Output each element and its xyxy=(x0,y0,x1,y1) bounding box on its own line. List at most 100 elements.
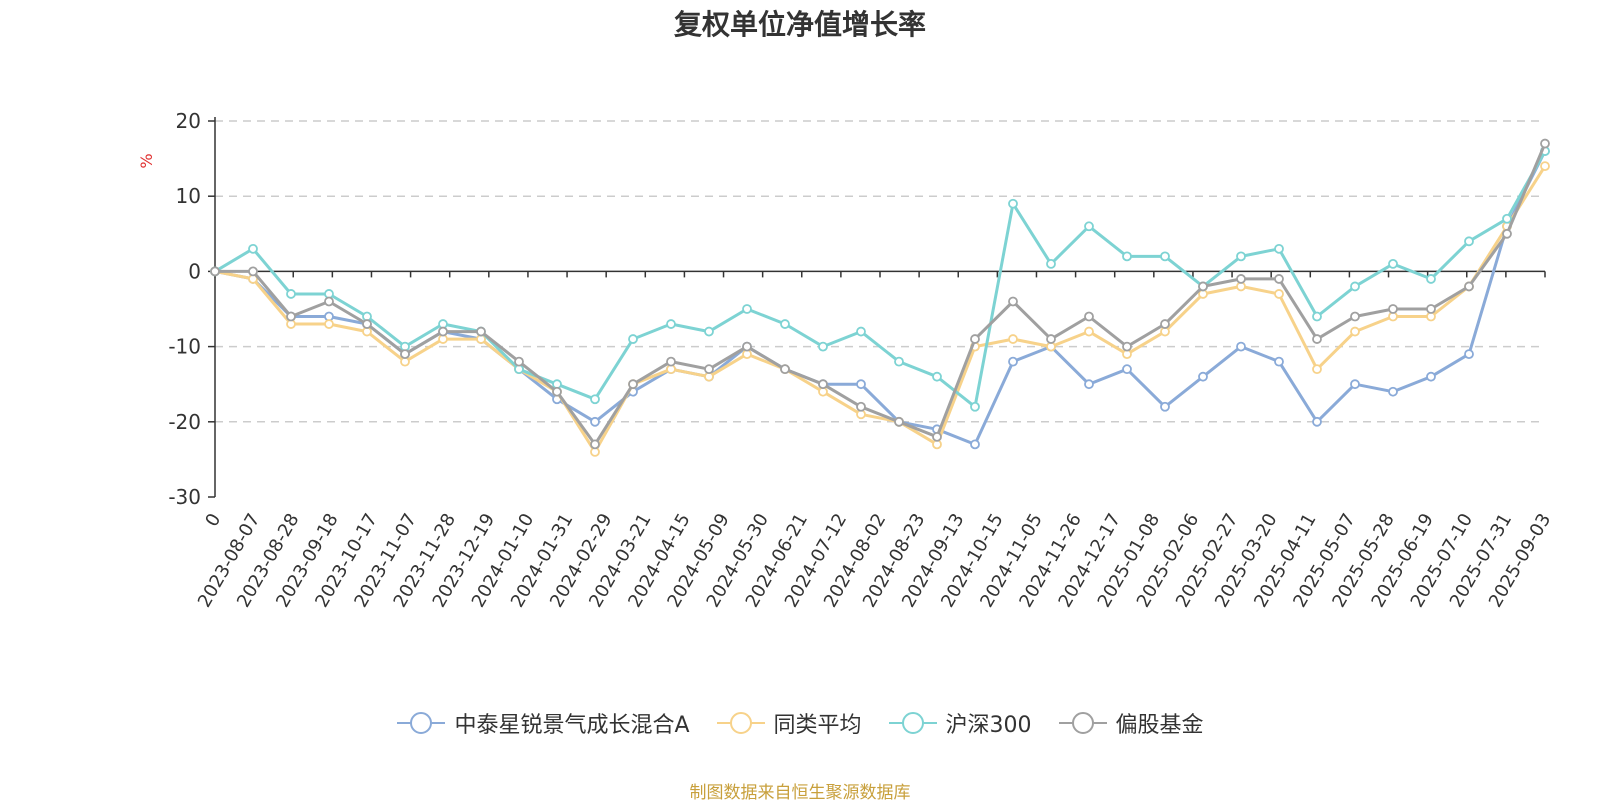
x-tick-label: 0 xyxy=(201,510,225,530)
legend-label: 同类平均 xyxy=(773,713,862,738)
data-point xyxy=(1426,274,1436,284)
legend-marker-icon xyxy=(1058,712,1107,734)
data-point xyxy=(438,326,448,337)
legend-item-csi300[interactable]: 沪深300 xyxy=(888,707,1032,739)
data-point xyxy=(1312,364,1322,375)
data-point xyxy=(590,439,600,450)
data-point xyxy=(818,341,828,352)
data-point xyxy=(286,289,296,299)
data-point xyxy=(1312,416,1322,427)
data-point xyxy=(742,341,752,352)
data-point xyxy=(1388,258,1398,269)
data-point xyxy=(248,266,258,277)
data-point xyxy=(1540,161,1550,172)
data-point xyxy=(666,319,676,329)
legend-marker-icon xyxy=(888,712,937,734)
data-point xyxy=(1008,356,1018,367)
data-point xyxy=(1464,281,1474,292)
data-point xyxy=(1046,334,1056,344)
data-point xyxy=(704,326,714,337)
data-point xyxy=(476,326,486,337)
data-point xyxy=(856,401,866,412)
data-point xyxy=(1160,319,1170,329)
legend: 中泰星锐景气成长混合A 同类平均 沪深300 偏股基金 xyxy=(0,706,1600,740)
y-tick-label: -10 xyxy=(168,335,201,359)
data-point xyxy=(1236,251,1246,262)
data-point xyxy=(324,296,334,307)
data-point xyxy=(1274,274,1284,284)
legend-label: 偏股基金 xyxy=(1115,713,1204,738)
legend-item-category-average[interactable]: 同类平均 xyxy=(716,707,862,739)
data-point xyxy=(1122,251,1132,262)
data-point xyxy=(780,364,790,375)
legend-marker-icon xyxy=(397,712,446,734)
chart-title: 复权单位净值增长率 xyxy=(674,8,926,41)
data-point xyxy=(1274,356,1284,367)
axes: -30-20-100102002023-08-072023-08-282023-… xyxy=(168,109,1555,611)
data-point xyxy=(742,304,752,314)
data-point xyxy=(210,266,220,277)
legend-item-zhongtai[interactable]: 中泰星锐景气成长混合A xyxy=(396,707,690,739)
data-point xyxy=(1350,311,1360,322)
y-tick-label: 20 xyxy=(176,109,201,133)
data-point xyxy=(286,311,296,322)
data-point xyxy=(1008,296,1018,307)
data-point xyxy=(1122,364,1132,375)
data-point xyxy=(1236,341,1246,352)
data-point xyxy=(1160,401,1170,412)
legend-label: 中泰星锐景气成长混合A xyxy=(454,713,690,738)
data-point xyxy=(1198,281,1208,292)
data-point xyxy=(590,394,600,405)
data-point xyxy=(856,379,866,390)
data-point xyxy=(1426,304,1436,314)
data-point xyxy=(1236,274,1246,284)
data-point xyxy=(1350,379,1360,390)
data-point xyxy=(1160,251,1170,262)
data-point xyxy=(1350,326,1360,337)
data-point xyxy=(970,401,980,412)
data-point xyxy=(1312,311,1322,322)
legend-item-equity-fund[interactable]: 偏股基金 xyxy=(1058,707,1204,739)
y-tick-label: 10 xyxy=(176,184,201,208)
data-point xyxy=(1084,379,1094,390)
data-point xyxy=(1084,326,1094,337)
data-point xyxy=(552,386,562,397)
data-source-note: 制图数据来自恒生聚源数据库 xyxy=(689,783,911,803)
y-tick-label: -30 xyxy=(168,485,201,509)
legend-label: 沪深300 xyxy=(945,713,1032,738)
data-point xyxy=(1502,213,1512,224)
data-point xyxy=(894,356,904,367)
data-point xyxy=(628,334,638,344)
data-point xyxy=(514,356,524,367)
data-point xyxy=(1426,371,1436,382)
data-point xyxy=(1274,289,1284,299)
data-point xyxy=(1046,258,1056,269)
data-point xyxy=(324,319,334,329)
data-point xyxy=(1388,386,1398,397)
series-line-1 xyxy=(213,164,1547,454)
data-point xyxy=(1312,334,1322,344)
data-point xyxy=(248,243,258,254)
series-lines xyxy=(210,138,1550,457)
data-point xyxy=(1008,198,1018,209)
series-line-0 xyxy=(213,149,1547,446)
series-line-2 xyxy=(213,149,1547,409)
data-point xyxy=(1008,334,1018,344)
data-point xyxy=(704,364,714,375)
data-point xyxy=(970,334,980,344)
data-point xyxy=(590,416,600,427)
data-point xyxy=(362,319,372,329)
data-point xyxy=(1464,349,1474,360)
data-point xyxy=(780,319,790,329)
data-point xyxy=(400,349,410,360)
data-point xyxy=(932,431,942,442)
data-point xyxy=(666,356,676,367)
series-line-3 xyxy=(213,142,1547,446)
data-point xyxy=(1540,138,1550,149)
data-point xyxy=(1084,311,1094,322)
data-point xyxy=(1464,236,1474,247)
data-point xyxy=(818,379,828,390)
data-point xyxy=(932,371,942,382)
data-point xyxy=(1388,304,1398,314)
